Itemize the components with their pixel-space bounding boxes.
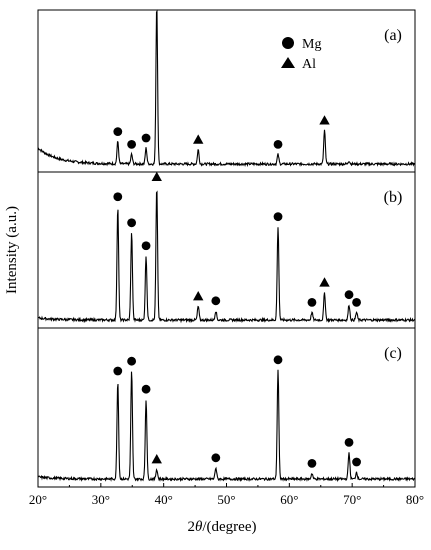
axis-layer: 20° 30° 40° 50° 60° 70° 80° bbox=[29, 483, 424, 507]
mg-peak-marker bbox=[113, 366, 123, 376]
legend-label: Al bbox=[302, 57, 316, 72]
y-axis-title: Intensity (a.u.) bbox=[4, 206, 20, 294]
al-peak-marker bbox=[319, 115, 330, 125]
panel-a: (a) bbox=[37, 9, 416, 173]
xrd-pattern-line bbox=[37, 190, 416, 324]
x-axis-title-suffix: /(degree) bbox=[202, 519, 256, 535]
al-peak-marker bbox=[151, 171, 162, 182]
panel-label: (c) bbox=[384, 345, 402, 362]
legend-al-marker bbox=[281, 57, 295, 68]
xrd-pattern-line bbox=[37, 369, 416, 483]
panel-b: (b) bbox=[37, 171, 416, 329]
mg-peak-marker bbox=[273, 140, 283, 149]
al-peak-marker bbox=[193, 134, 204, 144]
x-tick-label: 80° bbox=[406, 492, 424, 507]
x-tick-label: 50° bbox=[217, 492, 235, 507]
al-peak-marker bbox=[193, 291, 204, 301]
mg-peak-marker bbox=[273, 212, 283, 222]
mg-peak-marker bbox=[211, 296, 221, 306]
al-peak-marker bbox=[151, 454, 162, 464]
legend-label: Mg bbox=[302, 37, 321, 52]
x-axis-title: 2θ/(degree) bbox=[187, 519, 256, 535]
x-tick-label: 20° bbox=[29, 492, 47, 507]
legend: Mg Al bbox=[281, 37, 321, 72]
mg-peak-marker bbox=[352, 297, 361, 307]
mg-peak-marker bbox=[141, 241, 151, 251]
x-tick-label: 60° bbox=[280, 492, 298, 507]
mg-peak-marker bbox=[211, 453, 221, 463]
mg-peak-marker bbox=[344, 438, 354, 447]
mg-peak-marker bbox=[141, 133, 151, 143]
mg-peak-marker bbox=[127, 218, 137, 228]
mg-peak-marker bbox=[352, 457, 361, 467]
mg-peak-marker bbox=[127, 356, 137, 366]
panel-label: (a) bbox=[384, 27, 402, 44]
panel-frame bbox=[37, 9, 416, 173]
mg-peak-marker bbox=[113, 192, 123, 202]
xrd-pattern-line bbox=[37, 9, 416, 168]
mg-peak-marker bbox=[307, 297, 317, 307]
legend-mg-marker bbox=[282, 37, 294, 49]
mg-peak-marker bbox=[307, 459, 317, 468]
x-tick-label: 30° bbox=[92, 492, 110, 507]
x-tick-label: 40° bbox=[155, 492, 173, 507]
panel-c: (c) bbox=[37, 327, 416, 488]
al-peak-marker bbox=[319, 277, 330, 287]
mg-peak-marker bbox=[273, 355, 283, 365]
x-axis-title-symbol: θ bbox=[195, 519, 203, 535]
panel-label: (b) bbox=[384, 189, 403, 206]
x-axis-title-prefix: 2 bbox=[187, 519, 195, 535]
panels-layer: (a) (b) (c) bbox=[37, 9, 416, 488]
mg-peak-marker bbox=[113, 127, 123, 136]
x-tick-label: 70° bbox=[343, 492, 361, 507]
mg-peak-marker bbox=[127, 140, 137, 149]
mg-peak-marker bbox=[141, 384, 151, 394]
mg-peak-marker bbox=[344, 290, 354, 300]
